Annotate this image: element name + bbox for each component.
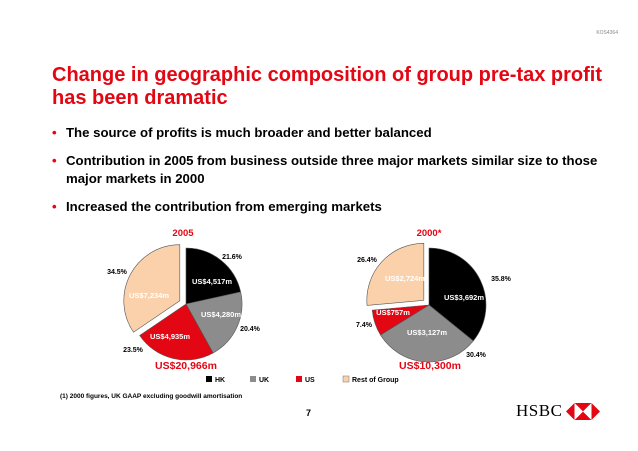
logo-text: HSBC: [516, 401, 563, 420]
percent-label: 23.5%: [123, 347, 144, 354]
legend-swatch-hk: [206, 376, 212, 382]
percent-label: 34.5%: [107, 269, 128, 276]
chart-total: US$10,300m: [399, 360, 461, 372]
pie-slice-rest-of-group: [123, 244, 181, 333]
legend-label: Rest of Group: [352, 377, 399, 384]
value-label: US$4,517m: [192, 277, 232, 286]
legend-swatch-uk: [250, 376, 256, 382]
footnote: (1) 2000 figures, UK GAAP excluding good…: [60, 393, 243, 400]
pie-slice-uk: [185, 291, 243, 354]
hsbc-hexagon-icon: [566, 402, 601, 420]
percent-label: 7.4%: [356, 322, 373, 329]
bullet-list: The source of profits is much broader an…: [52, 124, 612, 226]
page-number: 7: [306, 408, 312, 418]
pie-slice-hk: [428, 247, 487, 342]
value-label: US$4,935m: [150, 332, 190, 341]
reference-code: KOS4364: [596, 30, 618, 36]
pie-slice-hk: [185, 247, 242, 305]
legend-label: US: [305, 377, 315, 384]
value-label: US$3,127m: [407, 328, 447, 337]
pie-slice-us: [139, 303, 214, 361]
percent-label: 20.4%: [240, 326, 261, 333]
value-label: US$7,234m: [129, 291, 169, 300]
percent-label: 35.8%: [491, 276, 512, 283]
value-label: US$2,724m: [385, 274, 425, 283]
hsbc-logo: HSBC: [516, 401, 601, 421]
percent-label: 21.6%: [222, 254, 243, 261]
value-label: US$757m: [376, 308, 410, 317]
pie-slice-us: [371, 304, 430, 336]
percent-label: 26.4%: [357, 257, 378, 264]
slide-title: Change in geographic composition of grou…: [52, 64, 602, 109]
chart-title: 2005: [172, 228, 194, 239]
legend-swatch-rest: [342, 375, 350, 383]
value-label: US$4,280m: [201, 310, 241, 319]
legend-swatch-us: [296, 376, 302, 382]
pie-slice-rest-of-group: [366, 242, 425, 306]
bullet-item: Contribution in 2005 from business outsi…: [52, 152, 612, 188]
percent-label: 30.4%: [466, 352, 487, 359]
bullet-item: Increased the contribution from emerging…: [52, 198, 612, 216]
chart-title: 2000*: [417, 228, 442, 239]
bullet-item: The source of profits is much broader an…: [52, 124, 612, 142]
value-label: US$3,692m: [444, 293, 484, 302]
pie-slice-uk: [380, 304, 474, 363]
legend-label: UK: [259, 377, 269, 384]
legend-label: HK: [215, 377, 225, 384]
chart-total: US$20,966m: [155, 360, 217, 372]
